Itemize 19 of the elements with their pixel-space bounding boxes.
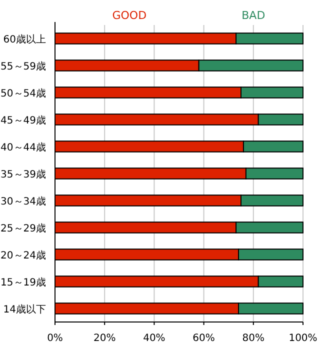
x-tick-label: 80% [242,333,265,344]
y-tick-label: 25～29歳 [0,222,46,234]
y-tick-label: 20～24歳 [0,250,46,262]
series-label: GOOD [112,9,147,22]
y-tick-label: 14歳以下 [3,304,46,316]
y-tick-label: 15～19歳 [0,276,46,288]
series-label: BAD [242,9,266,22]
x-tick-label: 40% [143,333,166,344]
x-tick-label: 20% [93,333,116,344]
y-tick-label: 35～39歳 [0,168,46,180]
y-tick-label: 40～44歳 [0,142,46,154]
x-tick-label: 100% [288,333,318,344]
y-tick-label: 45～49歳 [0,114,46,126]
y-tick-label: 50～54歳 [0,88,46,100]
y-tick-label: 55～59歳 [0,60,46,72]
x-tick-label: 0% [47,333,63,344]
y-tick-label: 30～34歳 [0,196,46,208]
y-tick-label: 60歳以上 [3,34,46,46]
x-tick-label: 60% [192,333,215,344]
